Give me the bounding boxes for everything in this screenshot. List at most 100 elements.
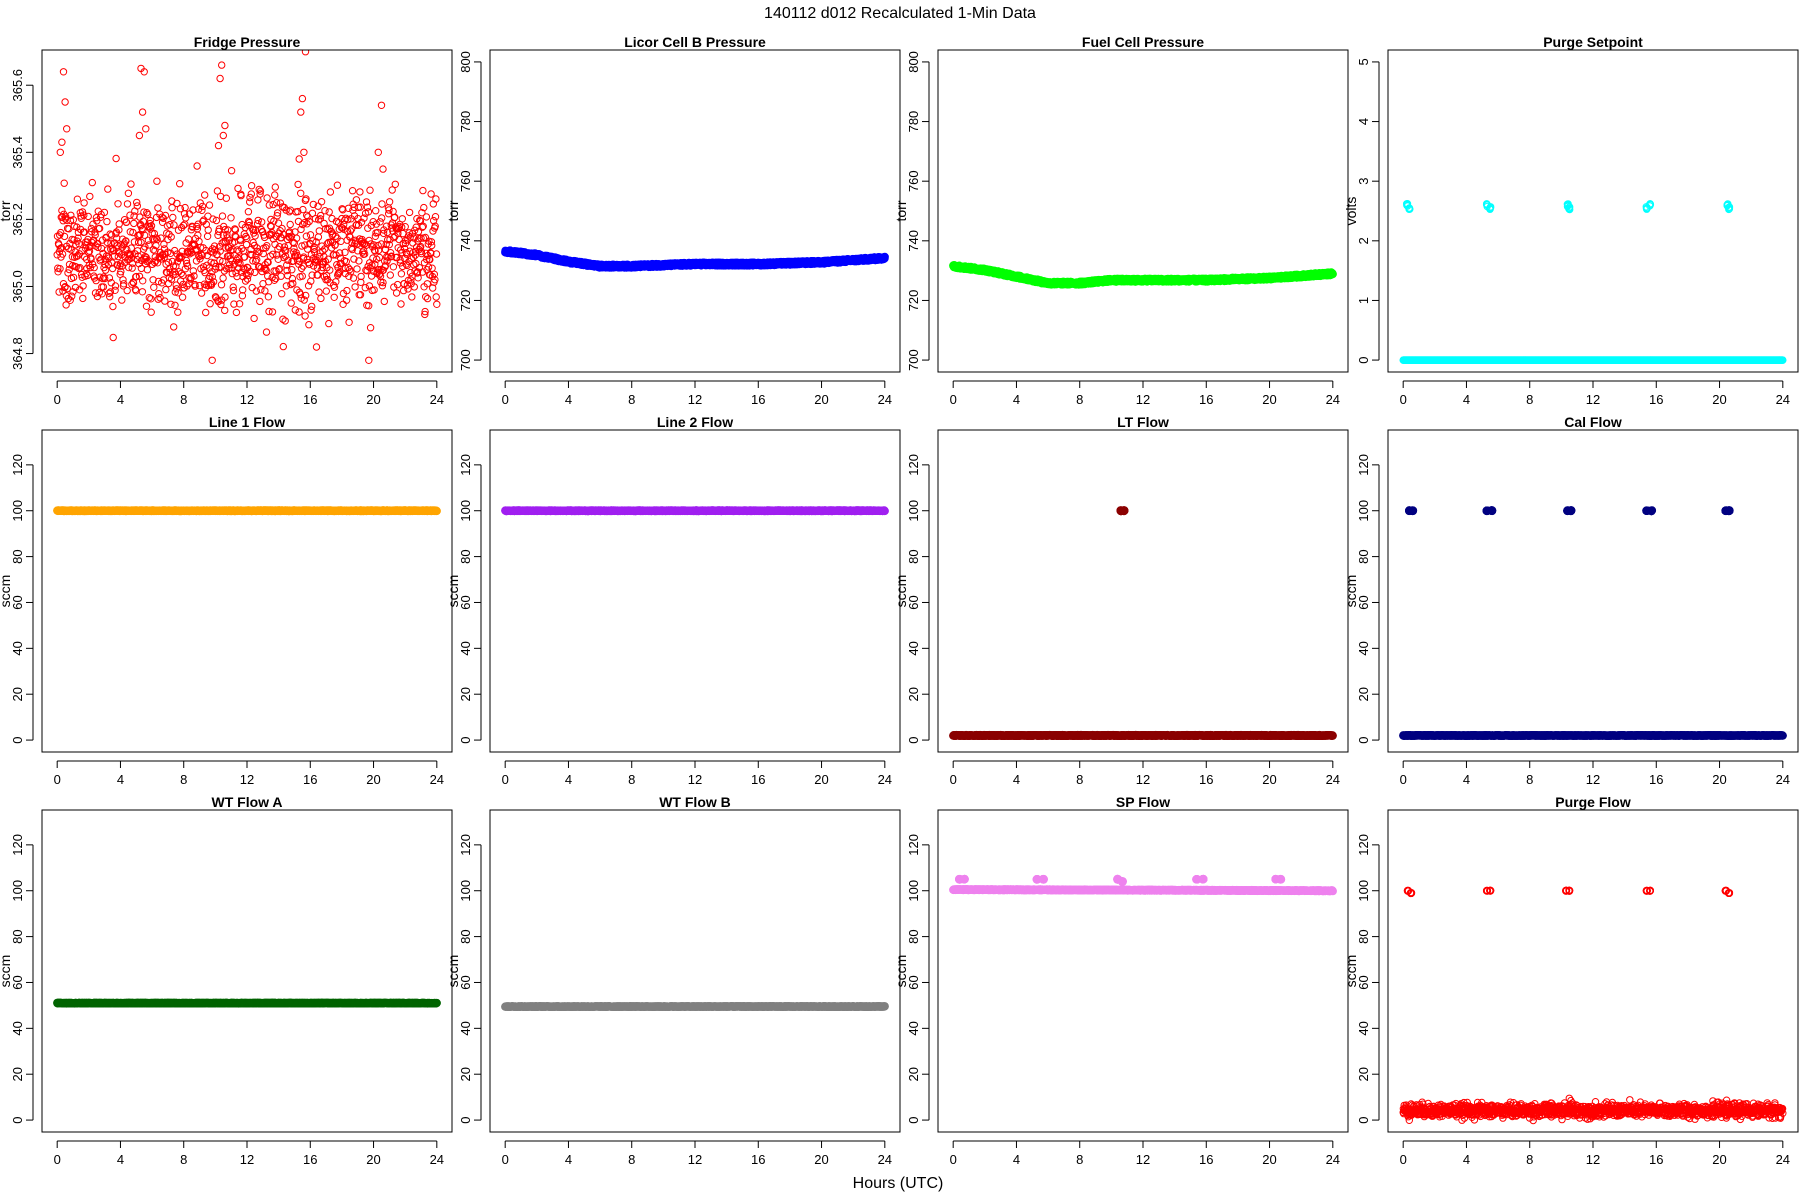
x-tick-label: 24 bbox=[430, 392, 444, 407]
data-point bbox=[130, 219, 138, 228]
data-point bbox=[67, 246, 75, 254]
data-point bbox=[227, 214, 235, 222]
data-point bbox=[240, 253, 249, 261]
data-point bbox=[409, 239, 417, 247]
data-point bbox=[220, 267, 229, 275]
data-point bbox=[308, 302, 316, 311]
data-point bbox=[398, 248, 406, 257]
data-point bbox=[281, 317, 289, 325]
data-point bbox=[298, 272, 306, 280]
data-point bbox=[296, 290, 305, 298]
data-point bbox=[158, 213, 166, 221]
x-tick-label: 24 bbox=[1326, 392, 1340, 407]
data-point bbox=[162, 260, 170, 268]
data-point bbox=[127, 180, 135, 188]
data-point bbox=[238, 244, 246, 253]
data-point bbox=[76, 264, 84, 272]
data-point bbox=[196, 243, 205, 252]
data-point bbox=[309, 200, 317, 209]
x-axis: 0 4 8 12 16 20 24 bbox=[950, 380, 1340, 407]
y-tick-label: 365.6 bbox=[10, 69, 25, 102]
data-point bbox=[241, 223, 250, 232]
data-point bbox=[249, 257, 257, 265]
data-point bbox=[106, 293, 114, 301]
data-point bbox=[325, 208, 333, 216]
data-point bbox=[186, 250, 194, 258]
data-point bbox=[79, 294, 87, 303]
data-point bbox=[287, 299, 295, 307]
x-axis: 0 4 8 12 16 20 24 bbox=[502, 380, 892, 407]
data-point bbox=[262, 328, 271, 336]
data-point bbox=[247, 190, 256, 198]
y-tick-label: 720 bbox=[906, 290, 921, 312]
data-point bbox=[880, 252, 889, 261]
data-point bbox=[414, 227, 423, 236]
data-point bbox=[120, 280, 128, 288]
data-point bbox=[168, 257, 177, 266]
y-tick-label: 760 bbox=[906, 170, 921, 192]
y-axis-label: torr bbox=[445, 200, 461, 221]
data-point bbox=[414, 274, 422, 282]
data-point bbox=[385, 206, 393, 214]
data-point bbox=[344, 204, 353, 213]
data-point bbox=[303, 255, 311, 264]
data-point bbox=[310, 248, 319, 256]
data-point bbox=[135, 131, 144, 140]
data-point bbox=[261, 265, 270, 273]
data-point bbox=[291, 306, 299, 314]
data-point bbox=[265, 201, 273, 209]
data-point bbox=[58, 250, 67, 258]
data-point bbox=[162, 285, 170, 294]
data-point bbox=[304, 282, 313, 290]
data-point bbox=[55, 288, 63, 296]
data-point bbox=[127, 244, 136, 252]
data-point bbox=[375, 253, 384, 262]
data-point bbox=[56, 148, 64, 157]
data-point bbox=[206, 300, 214, 308]
data-point bbox=[256, 187, 265, 195]
data-point bbox=[79, 282, 87, 290]
data-point bbox=[251, 268, 259, 277]
data-point bbox=[343, 286, 351, 295]
data-point bbox=[105, 289, 113, 297]
data-point bbox=[75, 240, 83, 248]
data-point bbox=[432, 250, 441, 258]
data-point bbox=[388, 186, 396, 194]
data-point bbox=[268, 308, 277, 316]
plot-frame bbox=[489, 49, 901, 373]
data-point bbox=[432, 293, 440, 301]
data-point bbox=[62, 301, 70, 309]
data-point bbox=[330, 293, 338, 301]
data-point bbox=[82, 269, 91, 278]
data-point bbox=[363, 203, 372, 211]
data-point bbox=[126, 211, 134, 219]
data-point bbox=[95, 253, 103, 261]
data-point bbox=[382, 240, 390, 249]
data-point bbox=[419, 186, 427, 195]
data-point bbox=[107, 239, 115, 247]
data-point bbox=[116, 260, 125, 268]
data-point bbox=[198, 202, 207, 211]
data-point bbox=[405, 208, 414, 217]
data-point bbox=[329, 230, 337, 238]
data-point bbox=[345, 272, 353, 280]
data-point bbox=[317, 294, 325, 303]
data-point bbox=[61, 283, 69, 291]
data-point bbox=[275, 265, 283, 274]
data-point bbox=[109, 302, 117, 311]
data-point bbox=[339, 300, 347, 308]
data-point bbox=[335, 225, 343, 233]
data-point bbox=[172, 285, 181, 293]
data-point bbox=[372, 207, 380, 215]
data-point bbox=[145, 241, 153, 249]
data-point bbox=[181, 203, 189, 212]
data-point bbox=[332, 278, 340, 286]
data-point bbox=[347, 225, 356, 233]
data-point bbox=[264, 272, 272, 280]
data-point bbox=[169, 262, 178, 270]
panel-title: Licor Cell B Pressure bbox=[624, 34, 766, 50]
data-point bbox=[345, 232, 354, 240]
